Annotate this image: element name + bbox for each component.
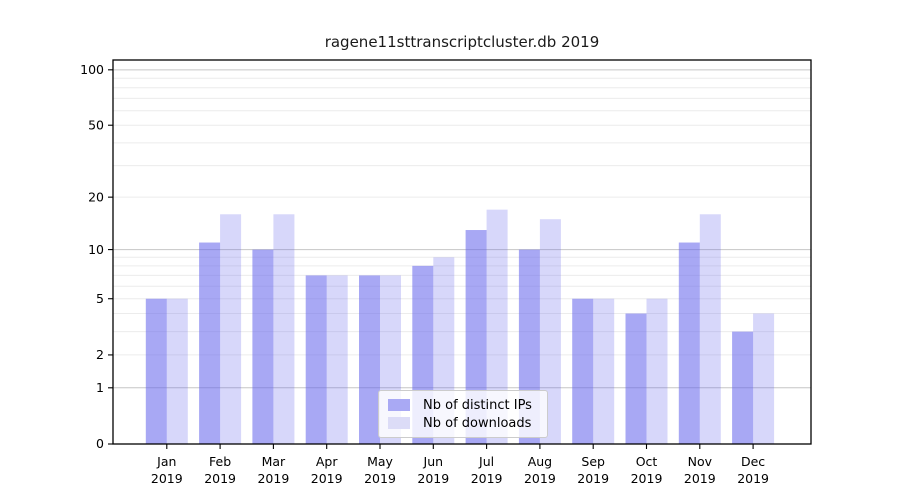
y-tick-label: 2 [96, 347, 104, 362]
bar-jan-ips [145, 298, 167, 444]
x-tick-label-month: Jul [478, 454, 494, 469]
x-tick-label-year: 2019 [577, 471, 609, 486]
bar-oct-downloads [646, 298, 668, 444]
x-tick-label-year: 2019 [257, 471, 289, 486]
legend-item-distinct-ips: Nb of distinct IPs [388, 396, 538, 414]
x-tick-label-year: 2019 [311, 471, 343, 486]
y-tick-label: 100 [80, 62, 104, 77]
bar-apr-ips [305, 275, 327, 444]
bar-may-ips [359, 275, 380, 444]
x-tick-label-year: 2019 [737, 471, 769, 486]
bar-sep-downloads [593, 298, 615, 444]
bar-apr-downloads [326, 275, 348, 444]
bar-mar-downloads [273, 214, 295, 444]
x-tick-label-year: 2019 [204, 471, 236, 486]
bar-feb-downloads [220, 214, 242, 444]
legend-swatch-downloads [388, 417, 410, 429]
x-tick-label-month: Apr [316, 454, 338, 469]
y-tick-label: 5 [96, 291, 104, 306]
bar-dec-ips [732, 331, 754, 444]
chart-title: ragene11sttranscriptcluster.db 2019 [324, 33, 600, 51]
bar-feb-ips [199, 242, 221, 444]
x-tick-label-month: Sep [581, 454, 605, 469]
x-tick-label-year: 2019 [151, 471, 183, 486]
x-tick-label-month: Jun [423, 454, 444, 469]
y-tick-label: 0 [96, 436, 104, 451]
x-tick-label-year: 2019 [364, 471, 396, 486]
bar-dec-downloads [753, 313, 775, 444]
bar-mar-ips [252, 249, 274, 444]
x-tick-label-month: Nov [688, 454, 713, 469]
x-tick-label-year: 2019 [631, 471, 663, 486]
bar-aug-downloads [539, 219, 561, 444]
x-tick-label-year: 2019 [417, 471, 449, 486]
bar-sep-ips [572, 298, 594, 444]
legend-label-distinct-ips: Nb of distinct IPs [423, 397, 532, 413]
x-tick-label-month: Feb [209, 454, 231, 469]
x-tick-label-year: 2019 [524, 471, 556, 486]
legend: Nb of distinct IPs Nb of downloads [378, 390, 548, 438]
x-tick-label-month: Mar [262, 454, 286, 469]
bar-jul-downloads [486, 209, 508, 444]
bar-nov-ips [678, 242, 700, 444]
x-tick-label-year: 2019 [471, 471, 503, 486]
x-tick-label-month: Jan [156, 454, 176, 469]
y-tick-label: 1 [96, 380, 104, 395]
x-tick-label-month: May [367, 454, 393, 469]
plot-border [112, 59, 812, 445]
bar-nov-downloads [699, 214, 721, 444]
y-tick-label: 10 [88, 242, 104, 257]
bar-jan-downloads [166, 298, 188, 444]
y-tick-label: 50 [88, 117, 104, 132]
legend-swatch-distinct-ips [388, 399, 410, 411]
x-tick-label-month: Aug [528, 454, 552, 469]
legend-item-downloads: Nb of downloads [388, 414, 538, 432]
x-tick-label-year: 2019 [684, 471, 716, 486]
bar-oct-ips [625, 313, 647, 444]
x-tick-label-month: Dec [741, 454, 765, 469]
x-tick-label-month: Oct [636, 454, 658, 469]
y-tick-label: 20 [88, 189, 104, 204]
legend-label-downloads: Nb of downloads [423, 415, 532, 431]
